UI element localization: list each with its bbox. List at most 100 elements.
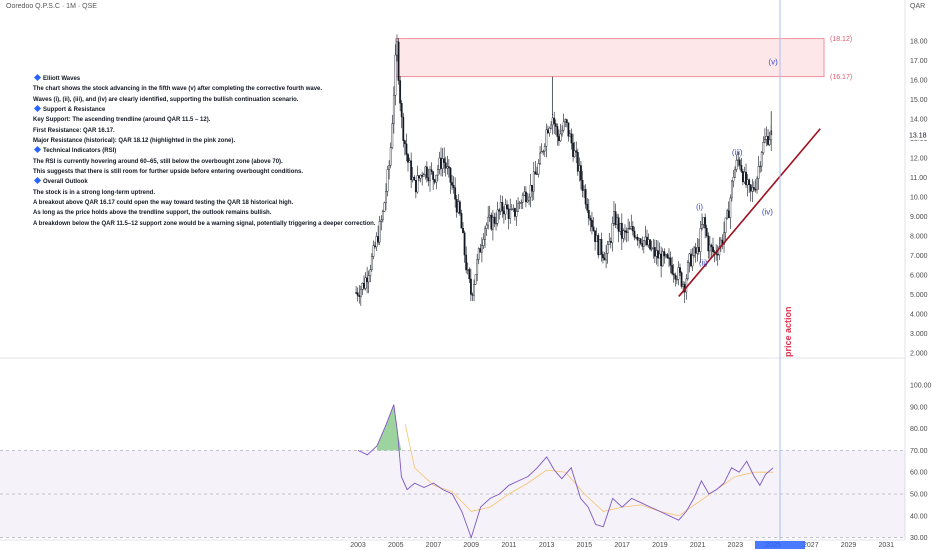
candle-body: [385, 191, 387, 203]
price-tick-label: 3.000: [910, 331, 928, 338]
candle-body: [528, 196, 530, 201]
price-tick-label: 12.00: [910, 156, 928, 163]
candle-body: [455, 199, 458, 213]
ascending-trendline[interactable]: [678, 128, 821, 297]
candle-body: [438, 157, 441, 170]
candle-body: [658, 253, 661, 259]
candle-body: [493, 216, 496, 224]
zone-high-label: (18.12): [830, 36, 852, 43]
note-text: This suggests that there is still room f…: [33, 169, 304, 176]
candle-body: [622, 230, 625, 239]
candle-body: [603, 257, 606, 261]
candle-body: [358, 295, 361, 297]
candle-body: [631, 226, 634, 232]
candle-body: [746, 179, 749, 186]
candle-body: [672, 273, 675, 276]
year-tick-label: 2023: [728, 542, 744, 549]
candle-body: [435, 174, 438, 183]
year-tick-label: 2007: [426, 542, 442, 549]
candle-body: [572, 142, 574, 157]
candle-body: [436, 169, 439, 176]
candle-body: [597, 235, 600, 256]
rsi-tick-label: 40.00: [910, 513, 928, 520]
candle-body: [587, 210, 590, 219]
candle-body: [561, 129, 563, 135]
candle-body: [499, 202, 502, 212]
candle-body: [594, 230, 596, 242]
candle-body: [397, 41, 400, 81]
candle-body: [598, 239, 601, 256]
candle-body: [503, 210, 505, 215]
candle-body: [627, 228, 630, 233]
candle-body: [482, 239, 485, 246]
candle-body: [444, 162, 447, 169]
candle-body: [414, 180, 417, 193]
note-line: First Resistance: QAR 16.17.: [33, 126, 413, 136]
candle-body: [675, 279, 678, 281]
note-text: Technical Indicators (RSI): [43, 148, 117, 155]
wave-label: (v): [768, 57, 778, 66]
candle-body: [515, 211, 518, 217]
candle-body: [469, 278, 472, 295]
candle-body: [484, 228, 486, 240]
rsi-tick-label: 60.00: [910, 470, 928, 477]
candle-body: [520, 202, 523, 204]
candle-body: [383, 202, 386, 212]
candle-body: [638, 238, 641, 241]
candle-body: [405, 143, 408, 155]
candle-body: [669, 257, 672, 266]
candle-body: [639, 238, 642, 244]
candle-body: [606, 244, 609, 254]
candle-body: [613, 211, 615, 224]
price-tick-label: 4.000: [910, 312, 928, 319]
candle-body: [355, 292, 358, 294]
candle-body: [432, 171, 435, 180]
candle-body: [539, 152, 541, 164]
year-tick-label: 2003: [350, 542, 366, 549]
candle-body: [649, 239, 652, 250]
candle-body: [548, 127, 551, 134]
candle-body: [699, 228, 702, 252]
candle-body: [677, 267, 680, 280]
candle-body: [737, 159, 740, 161]
candle-body: [636, 237, 639, 241]
rsi-tick-label: 70.00: [910, 448, 928, 455]
candle-body: [732, 177, 735, 182]
time-cursor-badge: [755, 541, 805, 549]
candle-body: [718, 246, 721, 256]
candle-body: [543, 146, 546, 152]
candle-body: [485, 224, 488, 229]
candle-body: [392, 94, 395, 124]
note-text: Support & Resistance: [43, 107, 106, 114]
candle-body: [745, 171, 747, 186]
candle-body: [514, 208, 516, 217]
candle-body: [584, 189, 587, 205]
wave-label: (iii): [732, 148, 743, 157]
candle-body: [441, 158, 444, 169]
candle-body: [650, 248, 653, 250]
candle-body: [545, 129, 548, 147]
candle-body: [617, 217, 620, 232]
candle-body: [575, 150, 578, 153]
candle-body: [525, 191, 527, 203]
candle-body: [605, 253, 608, 261]
candle-body: [754, 189, 757, 191]
candle-body: [468, 269, 471, 280]
chart-title: Ooredoo Q.P.S.C · 1M · QSE: [6, 3, 97, 10]
rsi-tick-label: 100.00: [910, 383, 932, 390]
price-tick-label: 14.00: [910, 117, 928, 124]
price-tick-label: 15.00: [910, 97, 928, 104]
candle-body: [614, 211, 617, 225]
candle-body: [507, 208, 510, 219]
candle-body: [451, 182, 453, 186]
candle-body: [727, 210, 730, 219]
note-text: Overall Outlook: [43, 179, 88, 186]
candle-body: [380, 219, 383, 222]
candle-body: [653, 247, 656, 257]
candle-body: [716, 254, 719, 256]
candle-body: [496, 209, 499, 224]
candle-body: [696, 247, 699, 254]
candle-body: [473, 284, 475, 296]
year-tick-label: 2021: [690, 542, 706, 549]
